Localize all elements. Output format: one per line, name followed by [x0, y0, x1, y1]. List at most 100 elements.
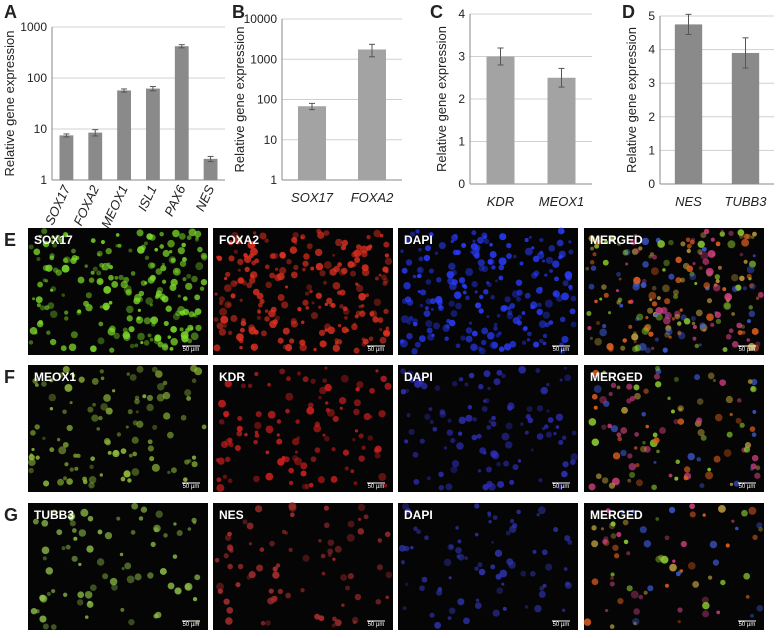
cell — [64, 383, 73, 392]
cell — [627, 453, 633, 459]
cell — [758, 527, 763, 532]
cell — [42, 436, 46, 440]
cell — [300, 462, 308, 470]
cell — [746, 265, 755, 274]
cell — [556, 239, 564, 247]
y-tick-label: 0 — [648, 177, 655, 191]
cell — [603, 400, 610, 407]
cell — [324, 383, 332, 392]
cell — [227, 330, 233, 336]
cell — [184, 459, 190, 465]
cell — [332, 281, 341, 290]
cell — [439, 409, 446, 415]
x-tick-label: NES — [192, 183, 217, 214]
cell — [504, 296, 511, 303]
cell — [741, 330, 746, 335]
cell — [545, 382, 550, 387]
cell — [227, 478, 233, 484]
cell — [415, 229, 420, 234]
cell — [588, 483, 596, 491]
cell — [628, 462, 636, 471]
cell — [108, 265, 114, 270]
cell — [589, 260, 595, 265]
cell — [147, 333, 152, 338]
cell — [472, 417, 477, 422]
cell — [51, 509, 58, 516]
cell — [254, 430, 259, 435]
cell — [288, 504, 297, 512]
cell — [414, 372, 421, 379]
cell — [326, 408, 335, 417]
image-background — [28, 365, 208, 492]
cell — [641, 327, 650, 335]
cell — [194, 367, 203, 376]
cell — [527, 331, 532, 337]
cell — [336, 290, 342, 295]
cell — [751, 454, 759, 462]
cell — [723, 301, 732, 310]
cell — [216, 483, 225, 492]
cell — [289, 512, 295, 518]
cell — [304, 483, 311, 490]
cell — [638, 343, 647, 351]
cell — [191, 378, 197, 383]
cell — [62, 441, 69, 448]
cell — [357, 528, 365, 535]
image-label: DAPI — [404, 233, 433, 247]
cell — [501, 373, 506, 379]
cell — [664, 298, 671, 305]
cell — [476, 236, 484, 244]
cell — [535, 287, 543, 294]
cell — [191, 517, 197, 524]
cell — [442, 324, 450, 332]
cell — [670, 409, 675, 414]
cell — [740, 324, 745, 329]
cell — [173, 522, 177, 526]
cell — [73, 536, 78, 541]
cell — [647, 307, 654, 314]
row-letter: G — [4, 505, 18, 525]
cell — [534, 604, 542, 613]
cell — [85, 304, 93, 312]
cell — [438, 304, 443, 309]
cell — [698, 343, 702, 347]
cell — [712, 379, 716, 383]
cell — [176, 529, 183, 537]
cell — [384, 253, 390, 258]
cell — [455, 302, 462, 310]
cell — [663, 259, 670, 267]
cell — [90, 456, 96, 462]
cell — [603, 292, 609, 298]
cell — [32, 518, 39, 525]
cell — [475, 244, 481, 251]
error-bar — [497, 47, 504, 66]
cell — [428, 268, 434, 274]
cell — [353, 249, 361, 258]
cell — [46, 330, 51, 335]
cell — [418, 256, 424, 262]
cell — [288, 480, 294, 486]
x-tick-label: SOX17 — [42, 182, 74, 227]
cell — [213, 317, 219, 323]
cell — [668, 335, 672, 339]
cell — [689, 239, 695, 245]
cell — [376, 564, 383, 571]
cell — [332, 344, 341, 352]
cell — [687, 562, 696, 570]
cell — [516, 509, 521, 515]
cell — [480, 339, 487, 346]
cell — [752, 254, 756, 258]
scale-label: 50 µm — [368, 347, 385, 353]
cell — [589, 336, 593, 340]
cell — [607, 423, 612, 429]
cell — [353, 322, 357, 326]
cell — [722, 287, 727, 292]
cell — [332, 616, 337, 622]
cell — [616, 532, 622, 538]
cell — [666, 313, 670, 317]
cell — [482, 235, 487, 240]
cell — [116, 432, 122, 437]
y-tick-label: 1 — [40, 173, 47, 187]
cell — [346, 533, 355, 542]
cell — [608, 482, 616, 489]
